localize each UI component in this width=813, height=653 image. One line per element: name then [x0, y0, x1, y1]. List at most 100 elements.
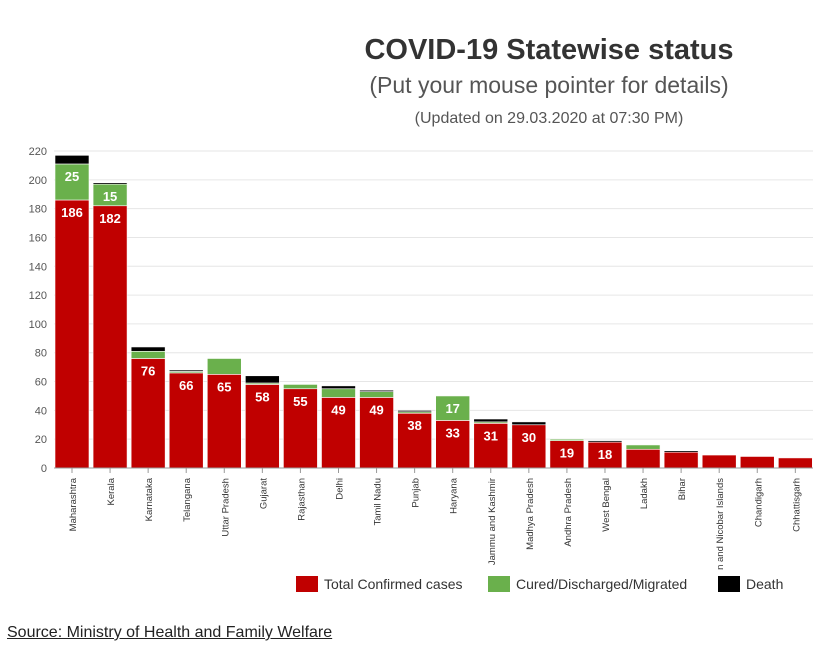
x-tick-label: Chhattisgarh — [791, 478, 802, 532]
y-tick-label: 160 — [29, 232, 47, 244]
bar-confirmed[interactable] — [168, 372, 204, 469]
data-label-confirmed: 49 — [331, 402, 345, 417]
y-tick-label: 80 — [35, 348, 47, 360]
bar-confirmed[interactable] — [739, 456, 775, 469]
x-tick-label: Jammu and Kashmir — [487, 478, 498, 565]
x-tick-label: Madhya Pradesh — [525, 478, 536, 550]
bar-death[interactable] — [130, 346, 166, 352]
bar-confirmed[interactable] — [54, 199, 90, 469]
data-label-cured: 25 — [65, 169, 79, 184]
bar-death[interactable] — [663, 450, 699, 453]
x-tick-label: West Bengal — [601, 478, 612, 532]
x-tick-label: Karnataka — [144, 477, 155, 521]
x-tick-label: Rajasthan — [296, 478, 307, 521]
bar-confirmed[interactable] — [663, 451, 699, 469]
bar-confirmed[interactable] — [473, 423, 509, 469]
data-label-confirmed: 31 — [484, 428, 498, 443]
bar-death[interactable] — [168, 369, 204, 372]
legend-item-confirmed[interactable]: Total Confirmed cases — [296, 576, 463, 592]
data-label-confirmed: 18 — [598, 447, 612, 462]
data-label-confirmed: 58 — [255, 389, 269, 404]
x-tick-label: Gujarat — [258, 478, 269, 510]
bar-chart[interactable]: 0 20 40 60 80 100 120 140 160 180 200 220 186 25 Mahar… — [0, 0, 813, 570]
data-label-confirmed: 182 — [99, 211, 121, 226]
chart-subtitle: (Put your mouse pointer for details) — [369, 72, 729, 98]
data-label-confirmed: 66 — [179, 378, 193, 393]
data-label-confirmed: 49 — [369, 402, 383, 417]
bar-death[interactable] — [245, 375, 280, 384]
legend-label-cured: Cured/Discharged/Migrated — [516, 576, 688, 592]
bar-confirmed[interactable] — [321, 397, 356, 469]
x-tick-label: Uttar Pradesh — [220, 478, 231, 537]
bar-death[interactable] — [359, 389, 394, 392]
bar-confirmed[interactable] — [397, 412, 432, 469]
x-tick-label: Punjab — [411, 478, 422, 508]
y-tick-label: 100 — [29, 319, 47, 331]
x-tick-label: Kerala — [106, 477, 117, 505]
x-tick-label: Andaman and Nicobar Islands — [715, 478, 726, 570]
y-tick-label: 0 — [41, 463, 47, 475]
bar-confirmed[interactable] — [701, 454, 737, 469]
data-label-confirmed: 55 — [293, 394, 307, 409]
bar-cured[interactable] — [206, 358, 242, 375]
bar-confirmed[interactable] — [130, 358, 166, 469]
bar-cured[interactable] — [359, 391, 394, 398]
bar-cured[interactable] — [549, 438, 585, 441]
bar-death[interactable] — [587, 440, 623, 443]
source-link[interactable]: Source: Ministry of Health and Family We… — [7, 624, 333, 641]
legend-item-cured[interactable]: Cured/Discharged/Migrated — [488, 576, 687, 592]
legend-swatch-death — [718, 576, 740, 592]
x-tick-label: Tamil Nadu — [373, 478, 384, 526]
data-label-confirmed: 33 — [445, 425, 459, 440]
y-tick-label: 200 — [29, 175, 47, 187]
bar-confirmed[interactable] — [283, 388, 318, 469]
y-tick-label: 180 — [29, 204, 47, 216]
bar-cured[interactable] — [54, 163, 90, 201]
x-tick-label: Bihar — [677, 478, 688, 500]
data-label-confirmed: 65 — [217, 379, 231, 394]
bar-death[interactable] — [511, 421, 547, 426]
bar-death[interactable] — [321, 385, 356, 390]
bar-death[interactable] — [397, 410, 432, 413]
x-tick-label: Chandigarh — [753, 478, 764, 527]
updated-timestamp: (Updated on 29.03.2020 at 07:30 PM) — [414, 110, 684, 127]
data-label-confirmed: 19 — [560, 446, 574, 461]
bar-confirmed[interactable] — [625, 448, 661, 469]
y-tick-label: 220 — [29, 146, 47, 158]
bar-confirmed[interactable] — [206, 374, 242, 469]
legend-label-confirmed: Total Confirmed cases — [324, 576, 463, 592]
x-tick-label: Maharashtra — [68, 477, 79, 531]
bar-confirmed[interactable] — [92, 205, 128, 469]
bar-confirmed[interactable] — [435, 420, 471, 469]
bar-cured[interactable] — [435, 395, 471, 421]
legend-label-death: Death — [746, 576, 784, 592]
x-tick-label: Delhi — [334, 478, 345, 500]
bar-cured[interactable] — [283, 384, 318, 390]
bar-cured[interactable] — [625, 444, 661, 450]
legend-swatch-cured — [488, 576, 510, 592]
data-label-confirmed: 30 — [522, 430, 536, 445]
legend-item-death[interactable]: Death — [718, 576, 783, 592]
x-tick-label: Haryana — [449, 477, 460, 514]
y-tick-label: 20 — [35, 434, 47, 446]
legend-swatch-confirmed — [296, 576, 318, 592]
bar-confirmed[interactable] — [778, 457, 813, 469]
data-label-confirmed: 38 — [407, 418, 421, 433]
x-tick-label: Ladakh — [639, 478, 650, 509]
bar-death[interactable] — [473, 418, 509, 423]
x-tick-label: Andhra Pradesh — [563, 478, 574, 547]
y-tick-label: 60 — [35, 377, 47, 389]
y-tick-label: 140 — [29, 261, 47, 273]
y-tick-label: 120 — [29, 290, 47, 302]
data-label-confirmed: 186 — [61, 205, 83, 220]
chart-title: COVID-19 Statewise status — [364, 34, 734, 66]
bar-death[interactable] — [54, 155, 90, 165]
bar-cured[interactable] — [321, 388, 356, 398]
bar-death[interactable] — [92, 182, 128, 185]
data-label-cured: 15 — [103, 189, 117, 204]
data-label-cured: 17 — [445, 401, 459, 416]
data-label-confirmed: 76 — [141, 363, 155, 378]
y-tick-label: 40 — [35, 405, 47, 417]
bar-confirmed[interactable] — [511, 424, 547, 469]
bar-cured[interactable] — [130, 350, 166, 359]
